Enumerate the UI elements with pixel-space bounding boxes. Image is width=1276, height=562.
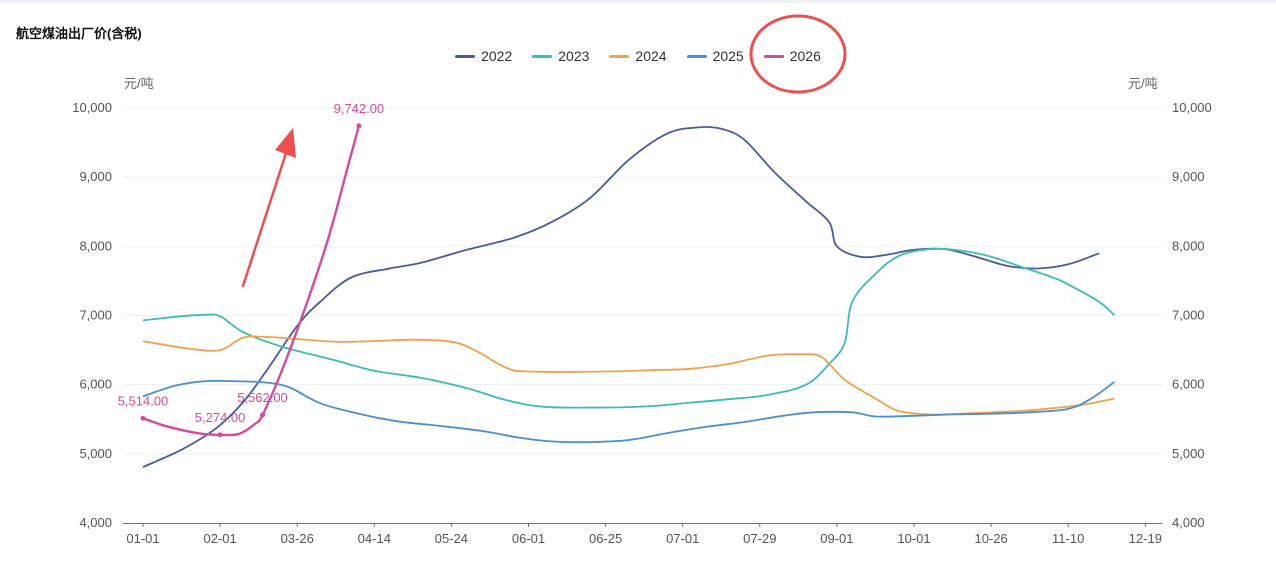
y-tick-left: 7,000 — [79, 308, 112, 323]
data-label-2026: 5,514.00 — [118, 393, 169, 408]
x-tick-label: 12-19 — [1129, 531, 1162, 546]
y-axis-unit-left: 元/吨 — [124, 76, 154, 91]
y-tick-right: 6,000 — [1172, 377, 1205, 392]
y-tick-left: 8,000 — [79, 238, 112, 253]
legend-item-2023[interactable]: 2023 — [532, 48, 589, 64]
y-tick-right: 9,000 — [1172, 169, 1205, 184]
y-axis-unit-right: 元/吨 — [1128, 76, 1158, 91]
legend-swatch-2026 — [763, 54, 784, 58]
y-tick-right: 10,000 — [1172, 100, 1212, 115]
y-tick-left: 5,000 — [79, 446, 112, 461]
x-tick-label: 11-10 — [1052, 531, 1084, 546]
legend-label-2026: 2026 — [789, 48, 821, 64]
legend-item-2025[interactable]: 2025 — [686, 48, 744, 64]
y-tick-left: 4,000 — [79, 515, 112, 530]
y-tick-left: 10,000 — [72, 100, 112, 115]
chart-title: 航空煤油出厂价(含税) — [16, 26, 142, 41]
series-line-2025 — [142, 379, 1116, 444]
legend-label-2024: 2024 — [635, 48, 667, 64]
x-tick-label: 07-29 — [743, 531, 776, 546]
y-tick-left: 6,000 — [79, 377, 112, 392]
x-tick-label: 06-25 — [589, 531, 622, 546]
series-line-2022 — [142, 126, 1100, 468]
x-tick-label: 05-24 — [435, 531, 468, 546]
annotation-arrow-head — [275, 128, 296, 158]
x-tick-label: 07-01 — [666, 531, 699, 546]
series-line-2023 — [142, 247, 1116, 409]
legend-swatch-2024 — [609, 54, 630, 58]
legend-label-2025: 2025 — [712, 48, 744, 64]
legend-label-2022: 2022 — [481, 48, 513, 64]
data-label-2026: 5,274.00 — [195, 410, 246, 425]
legend-item-2026[interactable]: 2026 — [763, 48, 821, 64]
series-line-2026 — [142, 125, 361, 437]
y-tick-right: 8,000 — [1172, 238, 1205, 253]
x-tick-label: 06-01 — [512, 531, 545, 546]
legend-swatch-2023 — [532, 54, 553, 58]
x-tick-label: 10-26 — [974, 531, 1007, 546]
x-tick-label: 02-01 — [203, 531, 236, 546]
data-point-2026 — [356, 123, 362, 129]
x-tick-label: 04-14 — [358, 531, 391, 546]
x-tick-label: 03-26 — [281, 531, 314, 546]
data-point-2026 — [217, 432, 223, 438]
y-tick-right: 4,000 — [1172, 515, 1205, 530]
x-tick-label: 10-01 — [897, 531, 930, 546]
x-tick-label: 09-01 — [820, 531, 853, 546]
annotation-circle — [749, 14, 847, 94]
legend-swatch-2022 — [455, 54, 476, 58]
data-point-2026 — [140, 415, 146, 421]
legend-label-2023: 2023 — [558, 48, 590, 64]
legend-swatch-2025 — [686, 54, 707, 58]
y-tick-right: 5,000 — [1172, 446, 1205, 461]
data-point-2026 — [260, 412, 266, 418]
legend-item-2022[interactable]: 2022 — [455, 48, 512, 64]
x-tick-label: 01-01 — [126, 531, 159, 546]
top-border — [0, 0, 1276, 3]
annotation-arrow-shaft — [241, 148, 289, 288]
y-tick-right: 7,000 — [1172, 308, 1205, 323]
data-label-2026: 5,562.00 — [237, 390, 288, 405]
legend-item-2024[interactable]: 2024 — [609, 48, 667, 64]
y-tick-left: 9,000 — [79, 169, 112, 184]
legend: 2022 2023 2024 2025 2026 — [0, 48, 1276, 64]
data-label-2026: 9,742.00 — [334, 101, 385, 116]
